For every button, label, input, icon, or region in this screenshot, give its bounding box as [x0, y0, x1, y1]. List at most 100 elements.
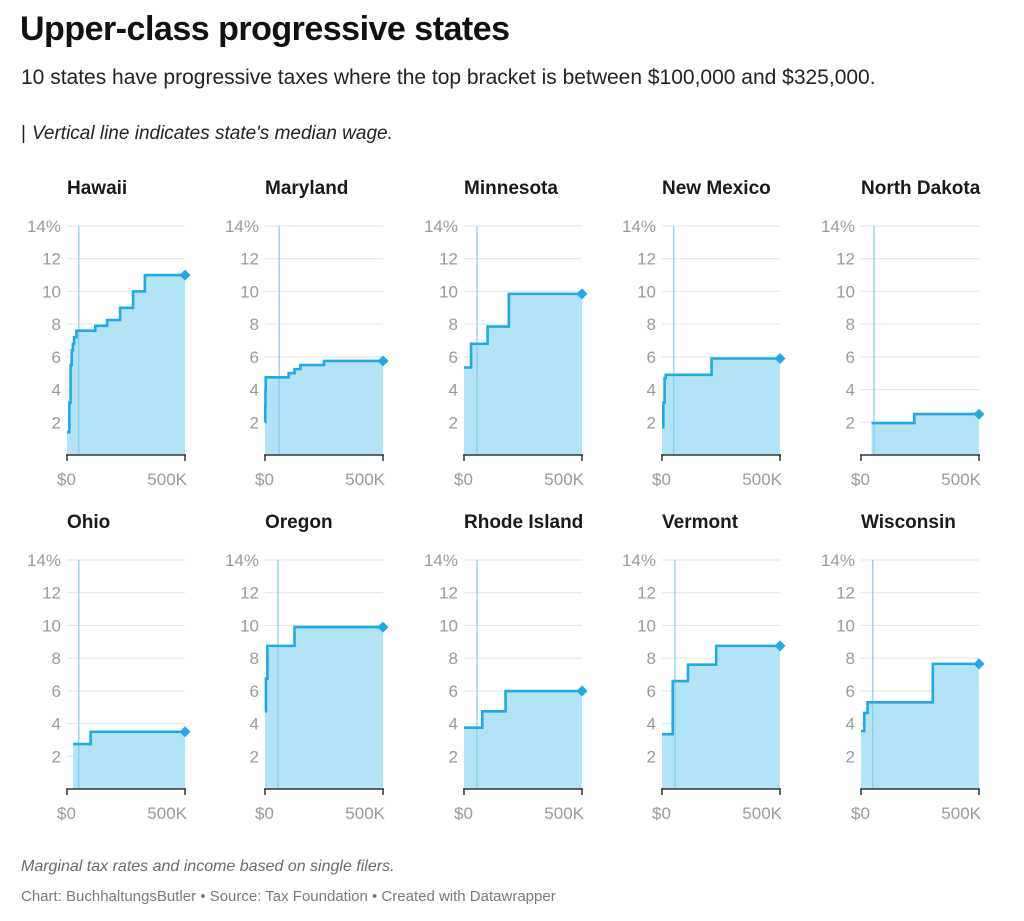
rate-area	[662, 645, 780, 789]
panel-title: New Mexico	[662, 178, 771, 199]
y-tick-label: 6	[449, 682, 458, 701]
y-tick-label: 4	[449, 715, 458, 734]
panel-title: Maryland	[265, 178, 348, 199]
y-tick-label: 12	[836, 584, 855, 603]
panel-title: Wisconsin	[861, 512, 956, 533]
y-tick-label: 2	[647, 413, 656, 432]
end-value-marker	[377, 355, 389, 367]
x-tick-label: $0	[454, 804, 473, 823]
end-value-marker	[576, 685, 588, 697]
y-tick-label: 4	[647, 381, 656, 400]
panel-title: Minnesota	[464, 178, 558, 199]
y-tick-label: 12	[240, 250, 259, 269]
y-tick-label: 14%	[424, 217, 458, 236]
x-tick-label: 500K	[345, 470, 385, 489]
y-tick-label: 14%	[27, 551, 61, 570]
y-tick-label: 8	[449, 315, 458, 334]
y-tick-label: 8	[449, 649, 458, 668]
rate-line	[861, 662, 979, 733]
y-tick-label: 12	[42, 250, 61, 269]
end-value-marker	[179, 726, 191, 738]
panel-rhode-island: Rhode Island 2 4 6 8 10 12 14% $0 500K	[424, 512, 588, 823]
y-tick-label: 12	[637, 584, 656, 603]
y-tick-label: 6	[846, 682, 855, 701]
median-line-marker: |	[21, 123, 26, 144]
y-tick-label: 2	[52, 413, 61, 432]
y-tick-label: 14%	[225, 217, 259, 236]
end-value-marker	[973, 658, 985, 670]
rate-area	[73, 731, 185, 789]
median-line-note-text: Vertical line indicates state's median w…	[31, 123, 393, 144]
y-tick-label: 4	[52, 715, 61, 734]
y-tick-label: 12	[637, 250, 656, 269]
y-tick-label: 2	[52, 747, 61, 766]
y-tick-label: 10	[637, 282, 656, 301]
y-tick-label: 6	[647, 682, 656, 701]
end-value-marker	[179, 269, 191, 281]
y-tick-label: 6	[250, 682, 259, 701]
y-tick-label: 2	[250, 747, 259, 766]
y-tick-label: 12	[240, 584, 259, 603]
panel-maryland: Maryland 2 4 6 8 10 12 14% $0 500K	[225, 178, 389, 489]
y-tick-label: 6	[250, 348, 259, 367]
x-tick-label: 500K	[345, 804, 385, 823]
x-tick-label: 500K	[544, 470, 584, 489]
x-tick-label: 500K	[941, 804, 981, 823]
y-tick-label: 2	[647, 747, 656, 766]
y-tick-label: 10	[836, 282, 855, 301]
x-tick-label: 500K	[941, 470, 981, 489]
y-tick-label: 4	[846, 715, 855, 734]
rate-line	[73, 730, 185, 746]
median-line-note: | Vertical line indicates state's median …	[21, 123, 393, 145]
x-tick-label: 500K	[147, 470, 187, 489]
panel-north-dakota: North Dakota 2 4 6 8 10 12 14% $0 500K	[821, 178, 985, 489]
y-tick-label: 14%	[225, 551, 259, 570]
y-tick-label: 4	[647, 715, 656, 734]
rate-line	[871, 412, 979, 425]
y-tick-label: 4	[449, 381, 458, 400]
y-tick-label: 8	[250, 649, 259, 668]
panel-title: Hawaii	[67, 178, 127, 199]
y-tick-label: 10	[240, 616, 259, 635]
y-tick-label: 8	[250, 315, 259, 334]
y-tick-label: 8	[52, 315, 61, 334]
panel-ohio: Ohio 2 4 6 8 10 12 14% $0 500K	[27, 512, 191, 823]
rate-line	[661, 357, 780, 429]
y-tick-label: 10	[637, 616, 656, 635]
y-tick-label: 4	[250, 381, 259, 400]
rate-area	[265, 627, 383, 789]
x-tick-label: $0	[652, 470, 671, 489]
x-tick-label: 500K	[147, 804, 187, 823]
y-tick-label: 10	[42, 282, 61, 301]
y-tick-label: 10	[836, 616, 855, 635]
x-tick-label: $0	[851, 804, 870, 823]
y-tick-label: 12	[836, 250, 855, 269]
panel-vermont: Vermont 2 4 6 8 10 12 14% $0 500K	[622, 512, 786, 823]
rate-area	[67, 275, 185, 455]
rate-line	[662, 644, 780, 736]
y-tick-label: 12	[42, 584, 61, 603]
y-tick-label: 14%	[27, 217, 61, 236]
panel-wisconsin: Wisconsin 2 4 6 8 10 12 14% $0 500K	[821, 512, 985, 823]
chart-subtitle: 10 states have progressive taxes where t…	[21, 66, 876, 89]
y-tick-label: 10	[42, 616, 61, 635]
rate-area	[464, 293, 582, 455]
y-tick-label: 6	[449, 348, 458, 367]
y-tick-label: 2	[449, 747, 458, 766]
y-tick-label: 8	[52, 649, 61, 668]
y-tick-label: 8	[846, 649, 855, 668]
y-tick-label: 14%	[821, 217, 855, 236]
y-tick-label: 14%	[424, 551, 458, 570]
y-tick-label: 2	[846, 413, 855, 432]
y-tick-label: 2	[449, 413, 458, 432]
x-tick-label: $0	[57, 804, 76, 823]
panel-title: Oregon	[265, 512, 333, 533]
x-tick-label: $0	[255, 470, 274, 489]
footnote: Marginal tax rates and income based on s…	[21, 858, 395, 875]
panel-title: Ohio	[67, 512, 110, 533]
panel-hawaii: Hawaii 2 4 6 8 10 12 14% $0 500K	[27, 178, 191, 489]
rate-area	[871, 414, 979, 455]
y-tick-label: 14%	[622, 551, 656, 570]
y-tick-label: 6	[846, 348, 855, 367]
